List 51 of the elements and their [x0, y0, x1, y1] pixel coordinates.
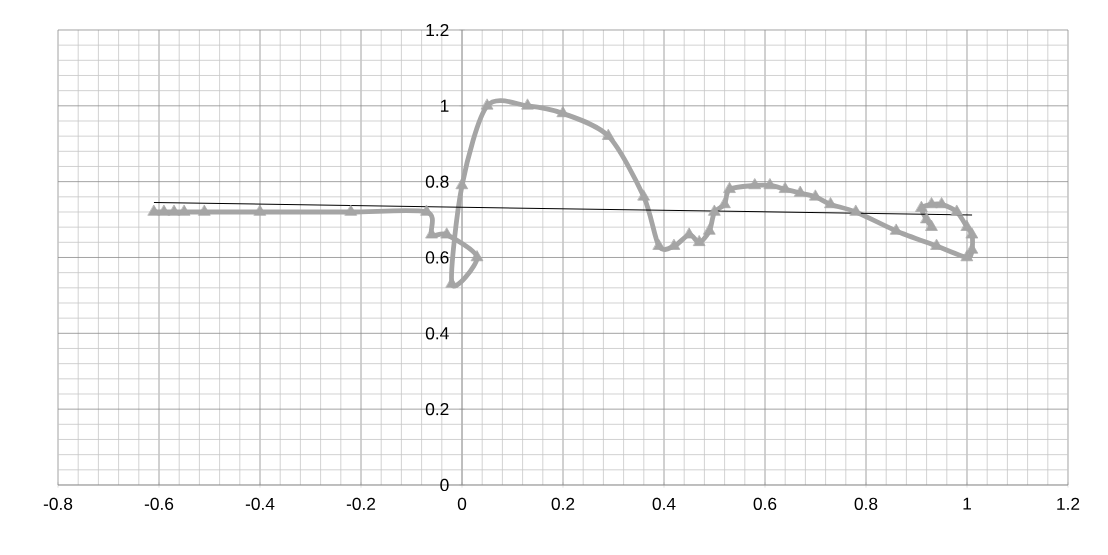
point [168, 204, 181, 216]
point [455, 178, 469, 190]
point [703, 223, 716, 235]
point [748, 178, 762, 190]
x-tick-label: 0.8 [854, 497, 878, 510]
y-tick-label: 0.4 [425, 327, 449, 340]
point [708, 204, 721, 216]
point [471, 250, 484, 262]
point [960, 220, 974, 231]
point [950, 204, 964, 216]
x-tick-label: -0.6 [144, 497, 174, 510]
point [920, 212, 933, 224]
point [344, 204, 358, 216]
y-tick-label: 0 [440, 478, 449, 492]
x-tick-label: 0.6 [753, 497, 777, 510]
point [637, 189, 650, 201]
x-tick-label: -0.4 [245, 497, 275, 510]
point [198, 204, 211, 216]
point [667, 239, 681, 250]
x-tick-label: -0.8 [43, 497, 73, 510]
x-tick-label: 1 [963, 497, 971, 510]
x-tick-label: 0.2 [551, 497, 575, 510]
point [723, 182, 736, 193]
point [693, 235, 706, 246]
y-tick-label: 0.6 [425, 251, 449, 264]
point [253, 204, 267, 216]
y-tick-label: 0.8 [425, 175, 449, 188]
point [652, 239, 666, 250]
x-tick-label: 0.4 [652, 497, 676, 510]
point [178, 204, 191, 216]
x-tick-label: 0 [457, 497, 467, 510]
point [147, 204, 161, 216]
point [157, 204, 171, 216]
point [960, 250, 974, 262]
y-tick-label: 1 [440, 99, 449, 112]
point [824, 197, 837, 209]
point [718, 197, 731, 209]
point [925, 220, 938, 231]
y-tick-label: 0.2 [425, 403, 449, 416]
point [925, 197, 938, 209]
point [965, 227, 979, 239]
point [521, 98, 534, 110]
point [915, 201, 928, 212]
point [602, 129, 615, 140]
point [849, 204, 863, 216]
x-tick-label: -0.2 [346, 497, 376, 510]
point [794, 186, 807, 197]
point [763, 178, 777, 190]
y-tick-label: 1.2 [426, 23, 449, 37]
x-tick-label: 1.2 [1057, 497, 1080, 510]
point [481, 98, 494, 110]
